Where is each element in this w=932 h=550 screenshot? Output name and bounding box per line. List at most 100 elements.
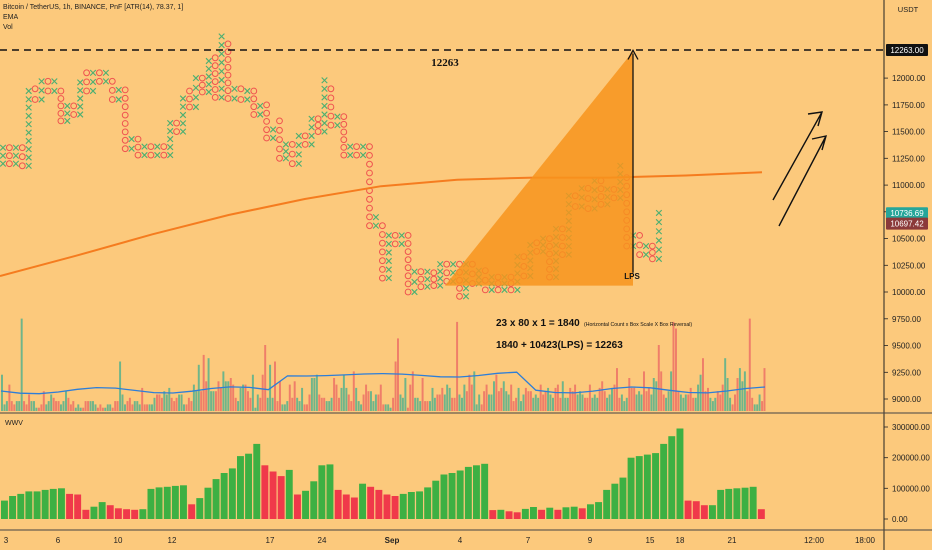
volume-bar: [360, 404, 363, 411]
pnf-x-mark: [25, 87, 32, 95]
pnf-x-mark: [25, 154, 32, 161]
pnf-o-mark: [263, 118, 271, 125]
volume-bar: [384, 404, 387, 411]
pnf-x-mark: [167, 127, 174, 135]
volume-bar: [596, 397, 599, 411]
pnf-o-mark: [198, 88, 206, 96]
volume-bar: [630, 387, 633, 411]
wwv-bar: [481, 463, 489, 519]
volume-bar: [377, 394, 380, 411]
pnf-o-mark: [224, 56, 232, 63]
volume-bar: [552, 397, 554, 411]
volume-bar: [490, 394, 493, 411]
volume-bar: [746, 391, 749, 411]
volume-bar: [392, 397, 395, 411]
price-axis-currency: USDT: [898, 5, 919, 14]
pnf-o-mark: [366, 160, 373, 168]
volume-bar: [586, 397, 589, 411]
pnf-x-mark: [179, 120, 187, 127]
wwv-bar: [155, 487, 163, 519]
volume-bar: [387, 404, 390, 411]
volume-bar: [465, 391, 468, 411]
volume-bar: [333, 378, 336, 411]
volume-bar: [109, 404, 112, 411]
ema-layer: [0, 171, 763, 277]
volume-bar: [588, 384, 591, 411]
volume-bar: [185, 404, 188, 411]
pnf-o-mark: [301, 141, 309, 148]
volume-bar: [232, 384, 235, 411]
pnf-x-mark: [385, 274, 392, 282]
volume-bar: [687, 394, 690, 411]
volume-bar: [488, 394, 490, 411]
volume-bar: [576, 394, 579, 411]
volume-bar: [330, 397, 333, 411]
volume-bar: [628, 378, 631, 411]
volume-bar: [370, 391, 372, 411]
volume-bar: [611, 387, 613, 411]
volume-bar: [281, 404, 284, 411]
previous-price-badge-bg: [886, 217, 928, 230]
pnf-x-mark: [269, 126, 277, 133]
volume-bar: [57, 401, 60, 411]
wwv-tick-label: 300000.00: [892, 423, 930, 432]
pnf-o-mark: [121, 111, 129, 119]
volume-bar: [507, 394, 510, 411]
pnf-o-mark: [250, 111, 258, 118]
wwv-bar: [668, 436, 676, 519]
volume-bar: [729, 397, 732, 411]
pnf-x-mark: [411, 268, 418, 275]
pnf-o-mark: [391, 240, 399, 248]
pnf-x-mark: [321, 119, 328, 127]
pnf-o-mark: [147, 151, 155, 159]
pnf-o-mark: [173, 128, 181, 136]
volume-bar: [367, 391, 370, 411]
volume-bar: [67, 397, 70, 411]
volume-bar: [163, 391, 166, 411]
pnf-o-mark: [417, 283, 425, 291]
pnf-x-mark: [205, 65, 212, 72]
pnf-x-mark: [385, 232, 392, 239]
wwv-bar: [180, 485, 187, 519]
pnf-o-mark: [481, 286, 489, 294]
wwv-tick-label: 0.00: [892, 515, 908, 524]
volume-bar: [372, 401, 375, 411]
volume-bar: [42, 391, 45, 411]
wwv-bar: [188, 504, 196, 519]
pnf-o-mark: [160, 151, 168, 159]
pnf-o-mark: [366, 195, 373, 203]
pnf-o-mark: [44, 87, 52, 95]
volume-bar: [726, 378, 729, 411]
volume-bar: [485, 384, 488, 411]
pnf-o-mark: [649, 242, 656, 250]
volume-bar: [345, 387, 348, 411]
volume-bar: [453, 397, 456, 411]
pnf-o-mark: [224, 63, 232, 71]
pnf-o-mark: [70, 102, 78, 110]
volume-bar: [217, 381, 220, 411]
time-axis-label: 9: [588, 536, 593, 545]
volume-bar: [707, 387, 709, 411]
volume-bar: [202, 354, 205, 411]
volume-bar: [697, 384, 700, 411]
pnf-x-mark: [218, 68, 225, 75]
time-axis-label: Sep: [385, 536, 400, 545]
pnf-o-mark: [276, 154, 283, 162]
pnf-x-mark: [77, 103, 84, 110]
wwv-bar: [204, 487, 212, 519]
volume-bar: [237, 401, 240, 411]
volume-bar: [620, 394, 623, 411]
pnf-o-mark: [31, 96, 39, 103]
volume-bar: [736, 378, 739, 411]
volume-bar: [613, 384, 616, 411]
volume-bar: [483, 391, 486, 411]
pnf-o-mark: [57, 117, 65, 125]
volume-bar: [325, 401, 328, 411]
volume-bar: [401, 397, 404, 411]
pnf-o-mark: [186, 95, 193, 103]
volume-bar: [679, 394, 682, 411]
time-axis-label: 6: [56, 536, 61, 545]
pnf-x-mark: [192, 103, 200, 111]
pnf-x-mark: [205, 57, 212, 65]
pnf-x-mark: [244, 96, 251, 103]
